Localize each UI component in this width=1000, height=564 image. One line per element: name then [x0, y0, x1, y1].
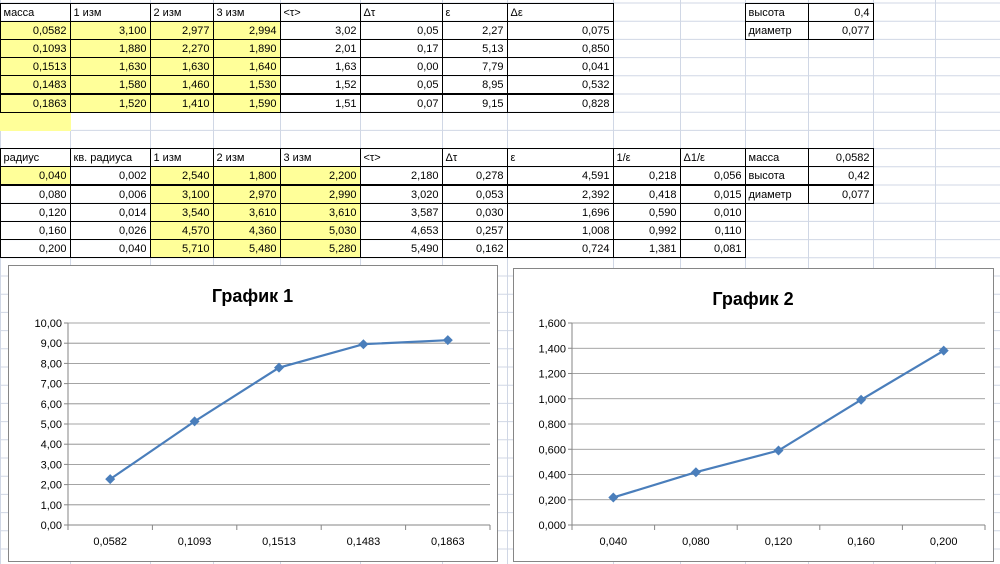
- x-tick-label: 0,1483: [347, 536, 381, 548]
- marker: [608, 492, 619, 503]
- marker: [442, 335, 453, 346]
- cell: 3,540: [149, 202, 214, 222]
- chart-title: График 1: [212, 286, 293, 306]
- cell: 1,800: [212, 166, 281, 186]
- x-tick-label: 0,1513: [262, 536, 296, 548]
- cell: 0,1863: [0, 93, 71, 113]
- x-tick-label: 0,080: [682, 536, 710, 548]
- cell: [0, 112, 71, 132]
- marker: [856, 394, 867, 405]
- x-tick-label: 0,1863: [431, 536, 465, 548]
- y-tick-label: 3,00: [41, 459, 62, 471]
- chart-area: [513, 268, 994, 562]
- marker: [690, 467, 701, 478]
- x-tick-label: 0,0582: [93, 536, 127, 548]
- y-tick-label: 1,00: [41, 500, 62, 512]
- y-tick-label: 5,00: [41, 419, 62, 431]
- cell: 5,030: [279, 220, 361, 241]
- cell: 5,280: [279, 239, 361, 259]
- y-tick-label: 10,00: [34, 318, 62, 330]
- cell: 0,081: [679, 239, 746, 259]
- chart-title: График 2: [712, 289, 793, 309]
- y-tick-label: 1,400: [538, 343, 566, 355]
- cell: 5,710: [149, 239, 214, 259]
- cell: 3,100: [149, 184, 214, 204]
- y-tick-label: 2,00: [41, 480, 62, 492]
- marker: [105, 474, 116, 485]
- x-tick-label: 0,200: [930, 536, 958, 548]
- x-tick-label: 0,040: [600, 536, 628, 548]
- marker: [189, 416, 200, 427]
- y-tick-label: 7,00: [41, 379, 62, 391]
- y-tick-label: 1,200: [538, 369, 566, 381]
- marker: [274, 362, 284, 373]
- cell: 2,977: [149, 20, 214, 40]
- cell: 2,990: [279, 184, 361, 204]
- x-tick-label: 0,120: [765, 536, 793, 548]
- y-tick-label: 1,600: [538, 318, 566, 330]
- y-tick-label: 0,000: [538, 520, 566, 532]
- cell: 0,077: [807, 184, 874, 204]
- cell: 1,460: [149, 75, 214, 95]
- y-tick-label: 8,00: [41, 358, 62, 370]
- cell: 0,828: [506, 93, 614, 113]
- marker: [938, 345, 949, 356]
- cell: 0,077: [807, 20, 874, 40]
- y-tick-label: 1,000: [538, 394, 566, 406]
- y-tick-label: 0,600: [538, 444, 566, 456]
- cell: 5,480: [212, 239, 281, 259]
- y-tick-label: 9,00: [41, 338, 62, 350]
- x-tick-label: 0,1093: [178, 536, 212, 548]
- y-tick-label: 0,200: [538, 495, 566, 507]
- chart-area: [8, 265, 498, 562]
- cell: 4,570: [149, 220, 214, 241]
- y-tick-label: 4,00: [41, 439, 62, 451]
- y-tick-label: 0,00: [41, 520, 62, 532]
- cell: 2,540: [149, 166, 214, 186]
- y-tick-label: 6,00: [41, 399, 62, 411]
- cell: 1,410: [149, 93, 214, 113]
- marker: [358, 339, 369, 350]
- x-tick-label: 0,160: [847, 536, 875, 548]
- cell: 2,270: [149, 38, 214, 59]
- marker: [773, 445, 784, 456]
- y-tick-label: 0,400: [538, 470, 566, 482]
- y-tick-label: 0,800: [538, 419, 566, 431]
- cell: 1,590: [212, 93, 281, 113]
